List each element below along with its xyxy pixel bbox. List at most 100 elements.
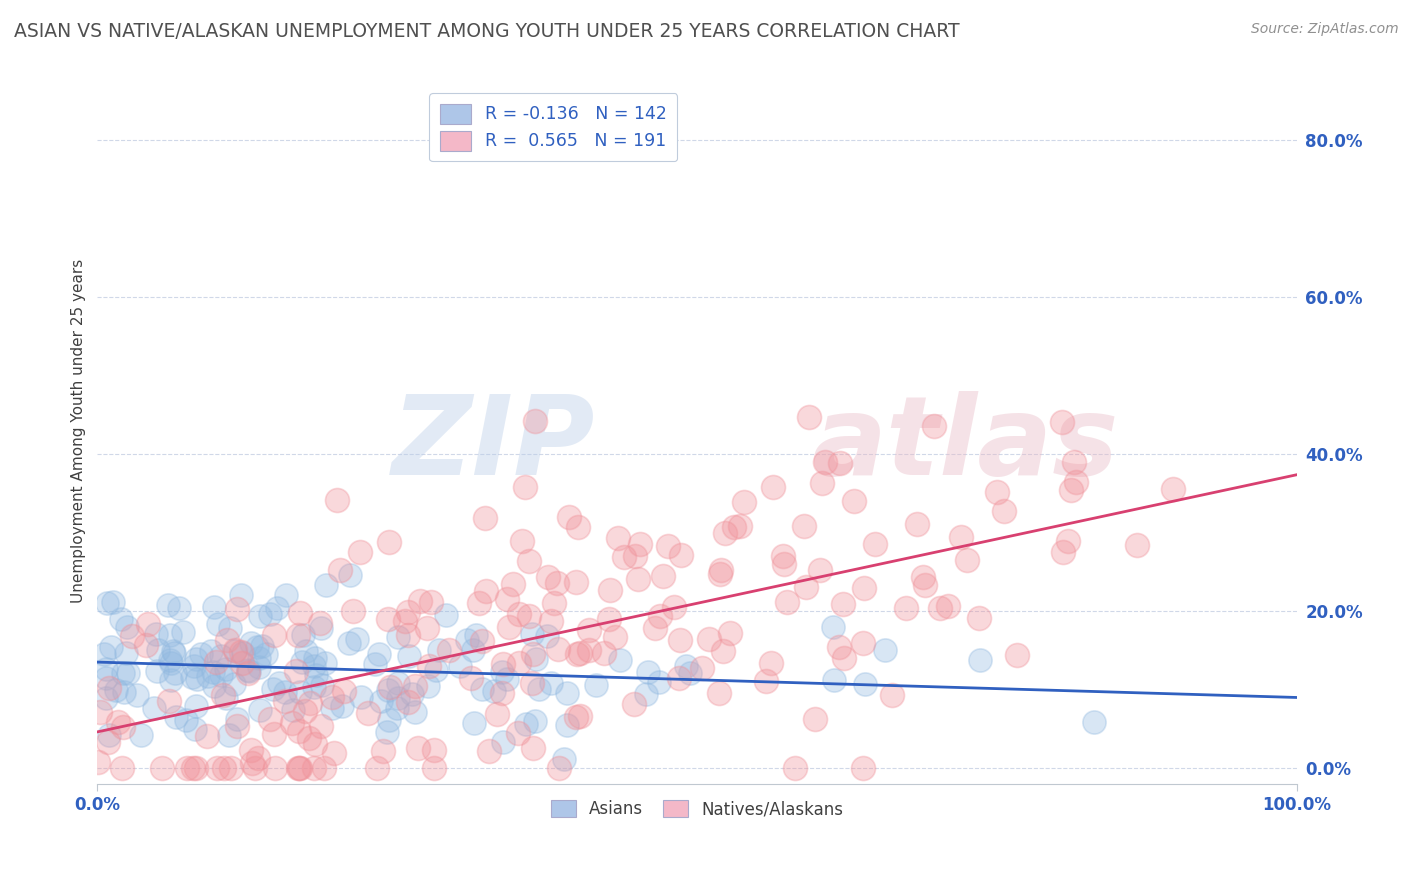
Point (115, 620, 138, 634)
Point (718, 626, 741, 640)
Point (755, 674, 778, 689)
Point (823, 673, 845, 688)
Point (810, 475, 832, 490)
Point (363, 657, 385, 671)
Point (125, 688, 148, 702)
Point (218, 728, 240, 742)
Point (568, 708, 591, 723)
Point (491, 735, 513, 749)
Point (214, 690, 236, 705)
Point (209, 667, 232, 681)
Point (110, 761, 132, 775)
Point (232, 646, 254, 660)
Point (524, 714, 547, 728)
Point (404, 679, 426, 693)
Point (225, 601, 247, 615)
Point (145, 627, 167, 641)
Point (377, 713, 399, 727)
Point (527, 681, 550, 696)
Point (287, 628, 309, 642)
Point (418, 659, 440, 673)
Point (408, 741, 430, 756)
Point (96, 596, 118, 610)
Point (785, 761, 807, 775)
Point (152, 761, 174, 775)
Point (827, 640, 849, 654)
Point (880, 688, 903, 702)
Point (366, 761, 388, 775)
Point (517, 609, 540, 624)
Point (311, 678, 333, 692)
Point (157, 694, 180, 708)
Point (555, 718, 578, 732)
Point (553, 752, 575, 766)
Point (613, 549, 636, 564)
Point (167, 600, 190, 615)
Point (314, 761, 336, 775)
Point (1126, 538, 1149, 552)
Point (603, 630, 626, 644)
Point (468, 596, 491, 610)
Point (224, 643, 246, 657)
Point (254, 647, 277, 661)
Point (922, 419, 945, 434)
Point (668, 671, 690, 685)
Point (321, 700, 343, 714)
Point (831, 597, 853, 611)
Point (710, 563, 733, 577)
Point (243, 761, 266, 775)
Point (229, 588, 252, 602)
Point (498, 620, 520, 634)
Point (637, 665, 659, 679)
Point (115, 646, 138, 660)
Point (202, 665, 225, 680)
Point (1050, 415, 1073, 429)
Point (101, 595, 124, 609)
Point (96, 662, 118, 676)
Point (321, 690, 343, 704)
Point (226, 719, 249, 733)
Point (262, 681, 284, 696)
Point (302, 761, 325, 775)
Point (229, 646, 252, 660)
Point (112, 720, 135, 734)
Point (159, 673, 181, 687)
Point (474, 511, 496, 525)
Point (491, 665, 513, 679)
Point (669, 632, 692, 647)
Point (176, 761, 198, 775)
Point (112, 685, 135, 699)
Point (224, 643, 246, 657)
Point (302, 658, 325, 673)
Point (852, 581, 875, 595)
Point (396, 605, 419, 619)
Text: ASIAN VS NATIVE/ALASKAN UNEMPLOYMENT AMONG YOUTH UNDER 25 YEARS CORRELATION CHAR: ASIAN VS NATIVE/ALASKAN UNEMPLOYMENT AMO… (14, 22, 960, 41)
Point (180, 670, 202, 684)
Point (506, 725, 529, 739)
Point (242, 756, 264, 770)
Point (875, 643, 897, 657)
Point (291, 655, 314, 669)
Point (956, 553, 979, 567)
Point (523, 414, 546, 428)
Point (578, 643, 600, 657)
Point (259, 712, 281, 726)
Point (342, 604, 364, 618)
Point (276, 588, 298, 602)
Point (357, 706, 380, 721)
Point (548, 761, 571, 775)
Point (423, 743, 446, 757)
Point (398, 648, 420, 663)
Point (761, 480, 783, 494)
Point (207, 617, 229, 632)
Point (1060, 483, 1083, 497)
Point (799, 410, 821, 425)
Point (292, 628, 315, 642)
Point (267, 676, 290, 690)
Point (492, 657, 515, 672)
Point (986, 485, 1008, 500)
Point (851, 761, 873, 775)
Point (246, 640, 269, 654)
Point (657, 539, 679, 553)
Point (294, 644, 316, 658)
